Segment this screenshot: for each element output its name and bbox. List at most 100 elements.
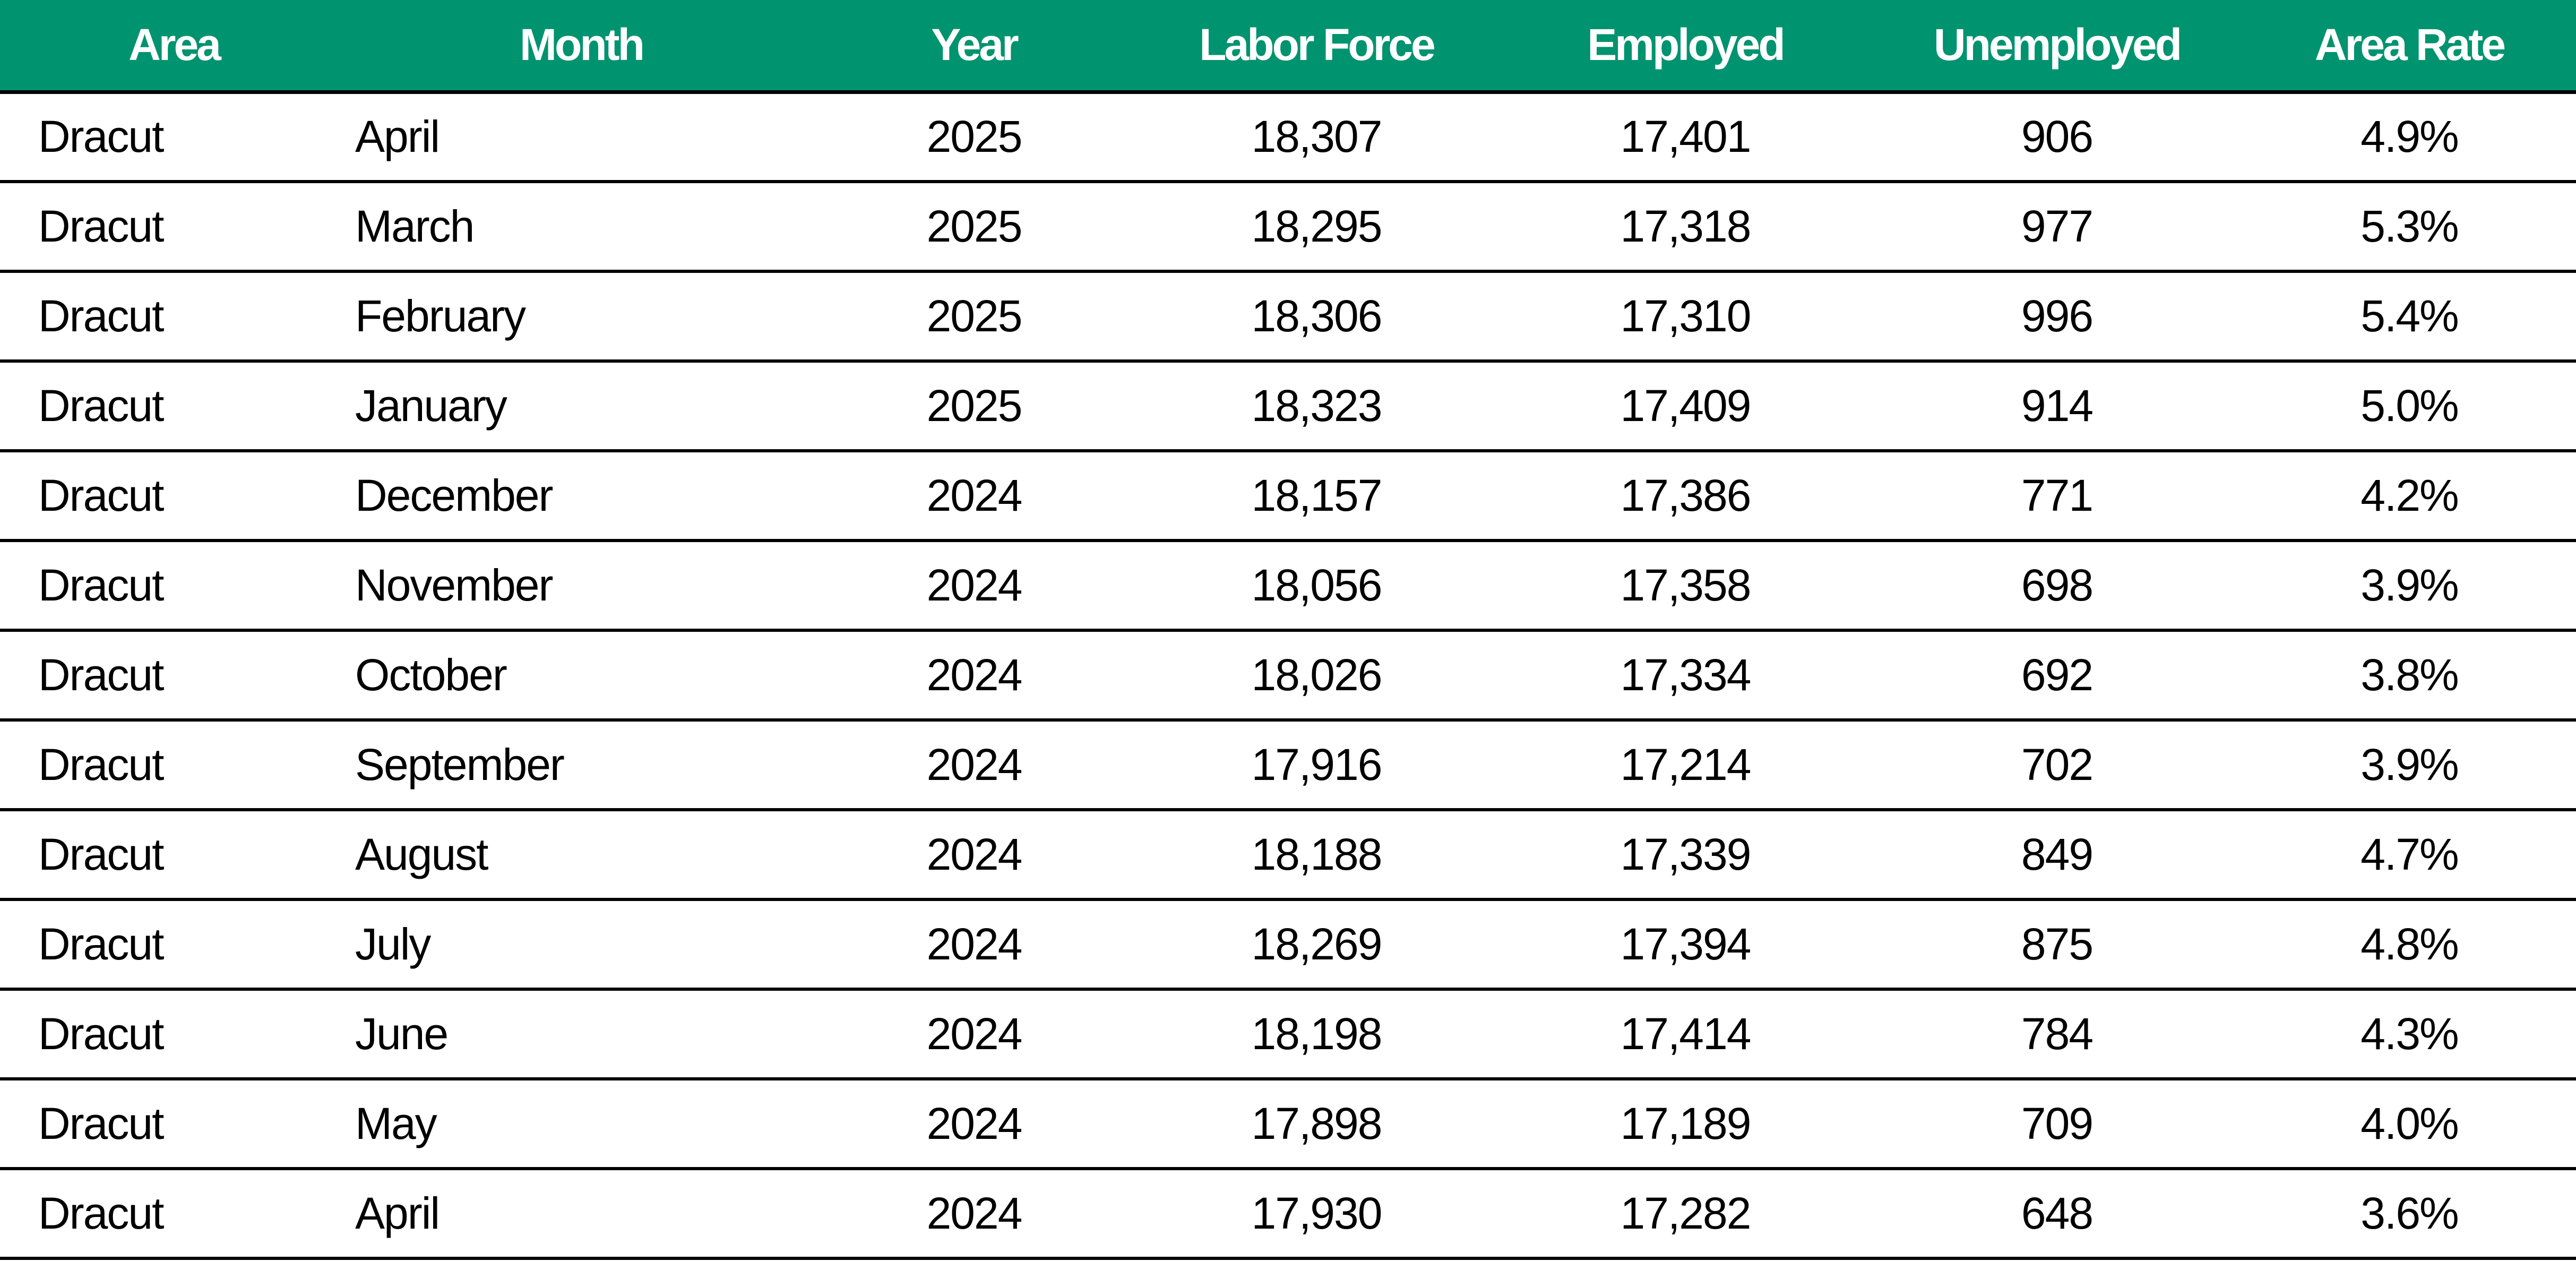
cell-labor-force: 18,198 bbox=[1133, 989, 1500, 1080]
cell-employed: 17,310 bbox=[1500, 271, 1871, 363]
cell-area-rate: 4.0% bbox=[2243, 1079, 2576, 1170]
cell-unemployed: 977 bbox=[1871, 182, 2243, 273]
header-labor-force: Labor Force bbox=[1133, 0, 1500, 94]
cell-year: 2024 bbox=[815, 541, 1133, 632]
cell-area-rate: 3.9% bbox=[2243, 541, 2576, 632]
cell-unemployed: 702 bbox=[1871, 720, 2243, 811]
table-row: Dracut April 2024 17,930 17,282 648 3.6% bbox=[0, 1169, 2576, 1260]
cell-area-rate: 3.9% bbox=[2243, 720, 2576, 811]
cell-area: Dracut bbox=[0, 271, 348, 363]
cell-month: April bbox=[348, 92, 815, 183]
cell-employed: 17,318 bbox=[1500, 182, 1871, 273]
cell-area: Dracut bbox=[0, 989, 348, 1080]
cell-month: December bbox=[348, 451, 815, 542]
cell-unemployed: 692 bbox=[1871, 630, 2243, 722]
cell-month: January bbox=[348, 361, 815, 452]
cell-employed: 17,414 bbox=[1500, 989, 1871, 1080]
cell-employed: 17,409 bbox=[1500, 361, 1871, 452]
cell-month: September bbox=[348, 720, 815, 811]
cell-year: 2025 bbox=[815, 182, 1133, 273]
cell-area-rate: 3.6% bbox=[2243, 1169, 2576, 1260]
header-area-rate: Area Rate bbox=[2243, 0, 2576, 94]
table-row: Dracut April 2025 18,307 17,401 906 4.9% bbox=[0, 92, 2576, 183]
cell-labor-force: 17,916 bbox=[1133, 720, 1500, 811]
header-area: Area bbox=[0, 0, 348, 94]
table-row: Dracut September 2024 17,916 17,214 702 3.9% bbox=[0, 720, 2576, 811]
cell-year: 2024 bbox=[815, 810, 1133, 901]
table-row: Dracut June 2024 18,198 17,414 784 4.3% bbox=[0, 989, 2576, 1080]
cell-employed: 17,386 bbox=[1500, 451, 1871, 542]
cell-unemployed: 698 bbox=[1871, 541, 2243, 632]
cell-employed: 17,394 bbox=[1500, 899, 1871, 991]
table-row: Dracut February 2025 18,306 17,310 996 5.4% bbox=[0, 271, 2576, 363]
cell-year: 2025 bbox=[815, 271, 1133, 363]
cell-area: Dracut bbox=[0, 361, 348, 452]
header-employed: Employed bbox=[1500, 0, 1871, 94]
header-year: Year bbox=[815, 0, 1133, 94]
cell-unemployed: 996 bbox=[1871, 271, 2243, 363]
cell-month: November bbox=[348, 541, 815, 632]
cell-area-rate: 4.3% bbox=[2243, 989, 2576, 1080]
cell-area-rate: 4.2% bbox=[2243, 451, 2576, 542]
cell-unemployed: 784 bbox=[1871, 989, 2243, 1080]
cell-employed: 17,401 bbox=[1500, 92, 1871, 183]
cell-labor-force: 18,026 bbox=[1133, 630, 1500, 722]
cell-month: February bbox=[348, 271, 815, 363]
table-row: Dracut November 2024 18,056 17,358 698 3.9% bbox=[0, 541, 2576, 632]
cell-area: Dracut bbox=[0, 92, 348, 183]
table-row: Dracut October 2024 18,026 17,334 692 3.8% bbox=[0, 630, 2576, 722]
cell-area: Dracut bbox=[0, 182, 348, 273]
cell-area: Dracut bbox=[0, 451, 348, 542]
cell-area-rate: 5.0% bbox=[2243, 361, 2576, 452]
cell-employed: 17,282 bbox=[1500, 1169, 1871, 1260]
cell-labor-force: 18,188 bbox=[1133, 810, 1500, 901]
cell-unemployed: 914 bbox=[1871, 361, 2243, 452]
cell-unemployed: 875 bbox=[1871, 899, 2243, 991]
cell-year: 2024 bbox=[815, 720, 1133, 811]
cell-unemployed: 849 bbox=[1871, 810, 2243, 901]
cell-year: 2024 bbox=[815, 630, 1133, 722]
cell-year: 2024 bbox=[815, 1169, 1133, 1260]
cell-area: Dracut bbox=[0, 810, 348, 901]
cell-area-rate: 5.3% bbox=[2243, 182, 2576, 273]
cell-unemployed: 709 bbox=[1871, 1079, 2243, 1170]
cell-month: October bbox=[348, 630, 815, 722]
table-row: Dracut March 2025 18,295 17,318 977 5.3% bbox=[0, 182, 2576, 273]
cell-labor-force: 18,056 bbox=[1133, 541, 1500, 632]
cell-labor-force: 18,269 bbox=[1133, 899, 1500, 991]
cell-employed: 17,339 bbox=[1500, 810, 1871, 901]
cell-labor-force: 17,898 bbox=[1133, 1079, 1500, 1170]
table-header-row: Area Month Year Labor Force Employed Une… bbox=[0, 0, 2576, 94]
cell-employed: 17,334 bbox=[1500, 630, 1871, 722]
cell-area-rate: 4.9% bbox=[2243, 92, 2576, 183]
cell-month: July bbox=[348, 899, 815, 991]
cell-labor-force: 18,157 bbox=[1133, 451, 1500, 542]
cell-year: 2025 bbox=[815, 92, 1133, 183]
header-month: Month bbox=[348, 0, 815, 94]
cell-employed: 17,189 bbox=[1500, 1079, 1871, 1170]
cell-labor-force: 18,307 bbox=[1133, 92, 1500, 183]
table-row: Dracut January 2025 18,323 17,409 914 5.0% bbox=[0, 361, 2576, 452]
cell-employed: 17,214 bbox=[1500, 720, 1871, 811]
cell-unemployed: 648 bbox=[1871, 1169, 2243, 1260]
cell-employed: 17,358 bbox=[1500, 541, 1871, 632]
cell-area-rate: 3.8% bbox=[2243, 630, 2576, 722]
cell-month: June bbox=[348, 989, 815, 1080]
cell-month: March bbox=[348, 182, 815, 273]
table-row: Dracut December 2024 18,157 17,386 771 4.2% bbox=[0, 451, 2576, 542]
cell-area: Dracut bbox=[0, 1079, 348, 1170]
table-body: Dracut April 2025 18,307 17,401 906 4.9% Dracut… bbox=[0, 92, 2576, 1260]
cell-month: May bbox=[348, 1079, 815, 1170]
table-row: Dracut May 2024 17,898 17,189 709 4.0% bbox=[0, 1079, 2576, 1170]
cell-month: April bbox=[348, 1169, 815, 1260]
cell-unemployed: 906 bbox=[1871, 92, 2243, 183]
table-row: Dracut July 2024 18,269 17,394 875 4.8% bbox=[0, 899, 2576, 991]
cell-year: 2024 bbox=[815, 1079, 1133, 1170]
cell-year: 2025 bbox=[815, 361, 1133, 452]
cell-area-rate: 5.4% bbox=[2243, 271, 2576, 363]
cell-year: 2024 bbox=[815, 451, 1133, 542]
cell-labor-force: 18,295 bbox=[1133, 182, 1500, 273]
table-row: Dracut August 2024 18,188 17,339 849 4.7% bbox=[0, 810, 2576, 901]
